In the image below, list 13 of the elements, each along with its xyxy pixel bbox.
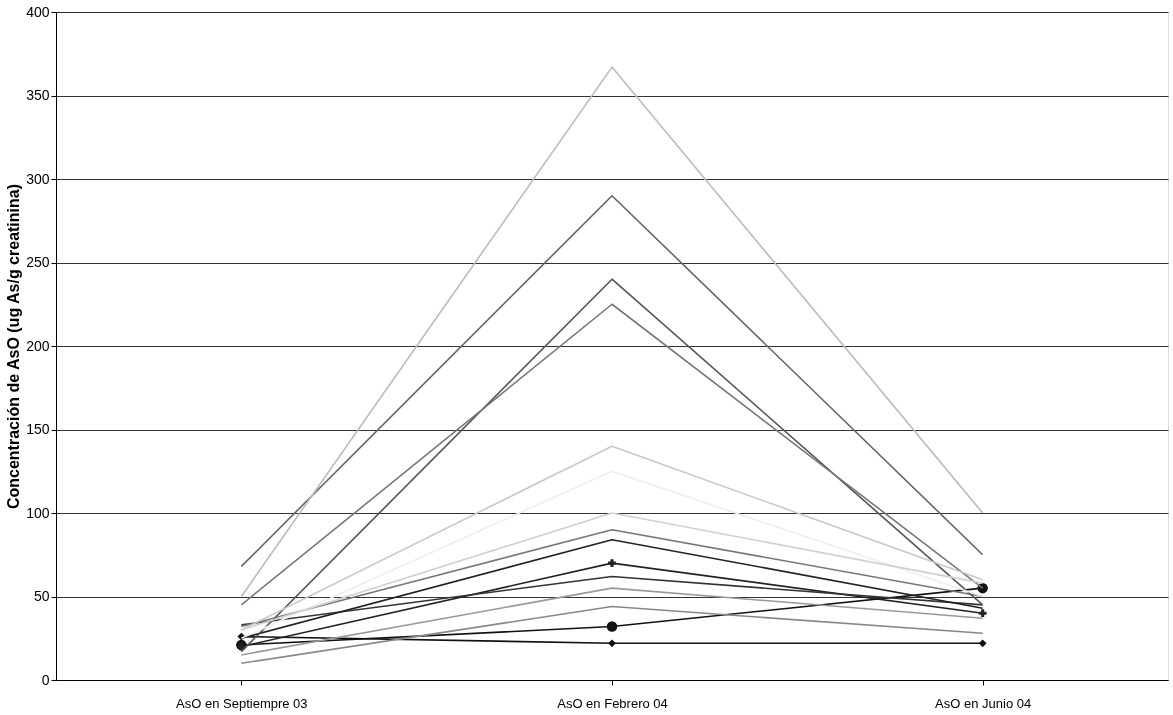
x-tick-label: AsO en Febrero 04 [557,695,668,711]
y-tick-label: 350 [26,87,50,103]
y-tick-label: 300 [26,170,50,187]
y-axis-title: Concentración de AsO (ug As/g creatinina) [5,183,23,510]
x-tick-label: AsO en Septiempre 03 [176,695,308,711]
y-tick-label: 400 [26,3,50,20]
y-tick-label: 150 [26,421,50,437]
y-tick-label: 0 [41,671,50,688]
y-tick-label: 250 [26,254,50,270]
y-tick-label: 200 [26,337,50,354]
x-tick-label: AsO en Junio 04 [935,695,1032,711]
y-tick-label: 50 [33,588,50,604]
y-tick-label: 100 [26,504,50,521]
